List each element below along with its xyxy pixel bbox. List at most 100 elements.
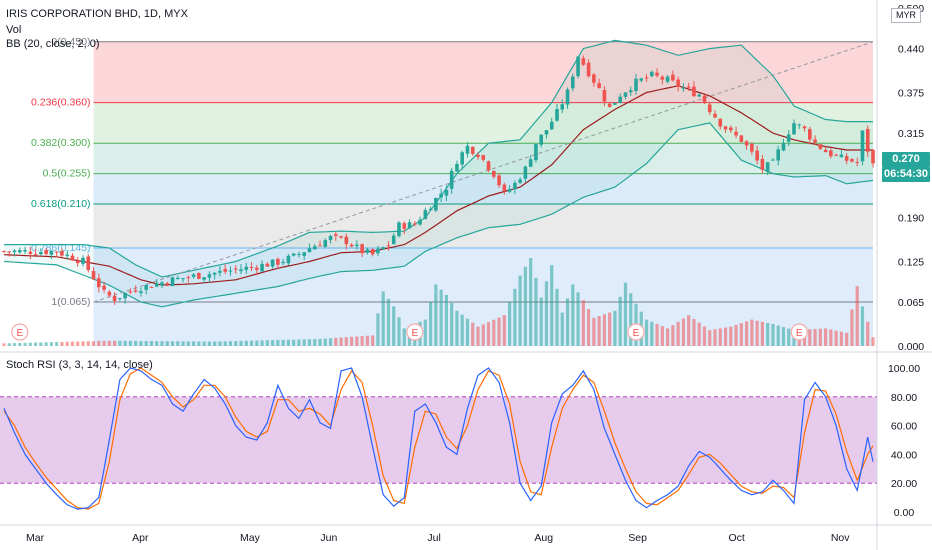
candle-body <box>676 79 680 87</box>
candle-body <box>123 292 127 299</box>
stoch-rsi-pane <box>0 367 877 510</box>
volume-bars <box>2 258 875 346</box>
volume-bar <box>149 341 154 346</box>
candle-body <box>349 244 354 247</box>
candle-body <box>860 130 865 162</box>
volume-bar <box>271 340 275 346</box>
candle-body <box>555 108 559 121</box>
candle-body <box>650 71 654 77</box>
candle-body <box>486 161 491 171</box>
trend-line[interactable] <box>93 41 874 303</box>
earnings-marker-label: E <box>16 328 23 339</box>
volume-legend[interactable]: Vol <box>6 24 22 36</box>
volume-bar <box>218 341 222 346</box>
candle-body <box>544 130 549 135</box>
candle-body <box>291 253 296 256</box>
volume-bar <box>123 340 127 346</box>
candle-body <box>139 291 143 293</box>
volume-bar <box>860 306 865 346</box>
volume-bar <box>86 341 90 346</box>
volume-bar <box>144 341 148 346</box>
candle-body <box>781 143 786 151</box>
stoch-rsi-legend[interactable]: Stoch RSI (3, 3, 14, 14, close) <box>6 359 153 371</box>
candle-body <box>149 286 154 288</box>
volume-bar <box>729 326 733 346</box>
volume-bar <box>160 341 164 346</box>
bollinger-bands <box>3 39 874 308</box>
candle-body <box>328 235 333 241</box>
volume-bar <box>666 328 670 346</box>
candle-body <box>65 254 69 256</box>
volume-bar <box>513 288 517 346</box>
volume-bar <box>28 342 32 346</box>
candle-body <box>391 235 396 245</box>
bollinger-lower <box>3 122 874 308</box>
candle-body <box>286 255 291 264</box>
candle-body <box>776 149 780 161</box>
candle-body <box>386 245 391 247</box>
volume-bar <box>350 336 354 346</box>
volume-bar <box>91 341 96 346</box>
candle-body <box>339 236 343 238</box>
volume-bar <box>587 309 591 346</box>
candle-body <box>502 184 507 191</box>
volume-bar <box>644 319 649 346</box>
volume-bar <box>281 339 285 346</box>
candle-body <box>792 123 796 135</box>
volume-bar <box>592 317 596 346</box>
candle-body <box>576 56 580 77</box>
candle-body <box>755 150 759 161</box>
candle-body <box>154 283 159 287</box>
volume-bar <box>529 258 533 346</box>
fib-zone <box>93 247 874 303</box>
candle-body <box>86 256 91 270</box>
candle-body <box>49 250 54 255</box>
bollinger-legend[interactable]: BB (20, close, 2, 0) <box>6 38 100 50</box>
volume-bar <box>776 325 780 346</box>
volume-bar <box>486 322 491 346</box>
volume-bar <box>718 328 722 346</box>
candle-body <box>75 260 80 264</box>
volume-bar <box>571 284 575 346</box>
volume-bar <box>355 336 359 346</box>
candle-body <box>307 248 312 253</box>
volume-bar <box>760 321 764 346</box>
candle-body <box>560 104 565 110</box>
volume-bar <box>465 318 470 346</box>
candle-body <box>734 131 738 136</box>
time-tick-label: Nov <box>831 532 850 544</box>
candle-body <box>707 104 712 113</box>
volume-bar <box>297 339 301 346</box>
volume-bar <box>845 332 849 346</box>
candle-body <box>428 208 433 211</box>
candle-body <box>144 284 148 290</box>
candle-body <box>160 282 164 286</box>
candle-body <box>449 170 454 189</box>
symbol-title[interactable]: IRIS CORPORATION BHD, 1D, MYX <box>6 8 188 20</box>
candle-body <box>607 103 612 107</box>
candle-body <box>829 150 833 157</box>
volume-bar <box>871 337 875 346</box>
volume-bar <box>365 335 369 346</box>
volume-bar <box>34 342 38 346</box>
currency-label[interactable]: MYR <box>891 8 921 23</box>
volume-bar <box>750 319 754 346</box>
candle-body <box>839 154 844 158</box>
volume-bar <box>23 342 27 346</box>
candle-body <box>623 92 628 97</box>
volume-bar <box>560 312 564 346</box>
candle-body <box>312 246 317 250</box>
volume-bar <box>697 322 701 346</box>
candle-body <box>539 134 543 145</box>
candle-body <box>239 269 243 272</box>
earnings-marker-circle <box>627 323 645 341</box>
candle-body <box>460 152 464 165</box>
volume-bar <box>371 335 375 346</box>
earnings-marker-circle <box>11 323 29 341</box>
fibonacci-retracement[interactable]: 0(0.450) 0.236(0.360) 0.382(0.300) 0.5(0.25… <box>31 36 874 346</box>
volume-bar <box>813 328 817 346</box>
volume-bar <box>323 338 327 346</box>
volume-bar <box>181 341 185 346</box>
